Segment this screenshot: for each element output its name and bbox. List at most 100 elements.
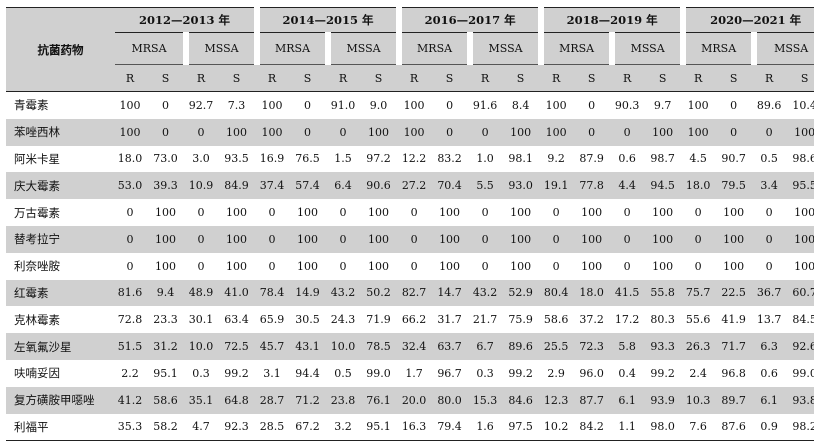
table-row: 利奈唑胺 0 100 0 100 0 100 0 100 0 100 0 100 0 100 0 100 0 100…: [6, 253, 814, 280]
value-cell: 96.8: [721, 366, 746, 380]
group-header-mrsa: MRSA: [396, 32, 471, 65]
table-row: 阿米卡星 18.0 73.0 3.0 93.5 16.9 76.5 1.5 97.2 12.2 83…: [6, 146, 814, 173]
value-cell: 0.4: [618, 366, 636, 380]
value-cell: 16.9: [259, 152, 285, 166]
drug-name: 替考拉宁: [6, 225, 115, 253]
value-cell: 100: [439, 206, 461, 220]
value-cell: 100: [784, 118, 814, 146]
value-cell: 79.4: [429, 413, 471, 442]
value-cell: 58.2: [145, 413, 186, 442]
drug-name: 复方磺胺甲噁唑: [6, 386, 115, 414]
value-cell: 27.2: [399, 172, 430, 200]
value-cell: 41.2: [115, 386, 145, 414]
value-cell: 93.8: [784, 386, 814, 414]
value-cell: 0: [268, 259, 276, 273]
value-cell: 0: [683, 225, 714, 253]
value-cell: 99.2: [224, 366, 249, 380]
subcol-header-r: R: [328, 64, 359, 92]
value-cell: 31.2: [145, 333, 186, 360]
value-cell: 99.2: [650, 366, 675, 380]
table-row: 克林霉素 72.8 23.3 30.1 63.4 65.9 30.5 24.3 71.9 66.2…: [6, 306, 814, 333]
value-cell: 9.7: [653, 98, 672, 112]
value-cell: 100: [713, 225, 755, 253]
value-cell: 72.5: [216, 333, 258, 360]
value-cell: 63.7: [429, 333, 471, 360]
subcol-header-r: R: [399, 64, 430, 92]
value-cell: 100: [581, 259, 603, 273]
value-cell: 90.3: [614, 98, 640, 112]
value-cell: 80.0: [429, 386, 471, 414]
value-cell: 84.9: [216, 172, 258, 200]
value-cell: 52.9: [500, 279, 542, 307]
subcol-header-s: S: [216, 64, 258, 92]
value-cell: 99.0: [366, 366, 391, 380]
value-cell: 0: [470, 225, 501, 253]
table-row: 万古霉素 0 100 0 100 0 100 0 100 0 100 0 100 0 100 0 100 0 100…: [6, 199, 814, 226]
value-cell: 9.0: [369, 98, 388, 112]
value-cell: 10.2: [541, 413, 572, 442]
value-cell: 2.2: [121, 366, 139, 380]
value-cell: 23.3: [153, 313, 178, 327]
value-cell: 80.4: [541, 279, 572, 307]
value-cell: 95.5: [784, 172, 814, 200]
value-cell: 91.0: [330, 98, 356, 112]
table-row: 替考拉宁 0 100 0 100 0 100 0 100 0 100 0 100 0 100 0 100 0 100…: [6, 225, 814, 253]
value-cell: 9.2: [547, 152, 565, 166]
value-cell: 82.7: [399, 279, 430, 307]
value-cell: 0: [754, 118, 785, 146]
subcol-header-r: R: [115, 64, 145, 92]
group-header-mssa: MSSA: [609, 32, 684, 65]
value-cell: 92.7: [188, 98, 214, 112]
table-row: 复方磺胺甲噁唑 41.2 58.6 35.1 64.8 28.7 71.2 23.8 76.1 2…: [6, 386, 814, 414]
value-cell: 0: [126, 259, 134, 273]
value-cell: 0: [410, 259, 418, 273]
value-cell: 79.5: [713, 172, 755, 200]
value-cell: 10.0: [186, 333, 216, 360]
value-cell: 3.4: [754, 172, 785, 200]
table-row: 青霉素 100 0 92.7 7.3 100 0 91.0 9.0 100 0 91.6 8.4 100 0…: [6, 92, 814, 119]
value-cell: 0: [257, 225, 288, 253]
value-cell: 89.7: [713, 386, 755, 414]
value-cell: 89.6: [756, 98, 782, 112]
value-cell: 84.5: [792, 313, 814, 327]
value-cell: 36.7: [754, 279, 785, 307]
group-header-mssa: MSSA: [325, 32, 400, 65]
value-cell: 0: [612, 225, 643, 253]
value-cell: 10.0: [328, 333, 359, 360]
drug-name: 克林霉素: [14, 312, 60, 327]
period-header: 2014—2015 年: [254, 7, 400, 33]
value-cell: 7.6: [683, 413, 714, 442]
value-cell: 76.5: [295, 152, 320, 166]
value-cell: 1.6: [470, 413, 501, 442]
value-cell: 0: [268, 206, 276, 220]
value-cell: 0.3: [192, 366, 210, 380]
value-cell: 100: [287, 225, 329, 253]
value-cell: 99.0: [792, 366, 814, 380]
value-cell: 30.1: [188, 313, 214, 327]
value-cell: 98.1: [508, 152, 533, 166]
value-cell: 90.6: [358, 172, 400, 200]
value-cell: 48.9: [186, 279, 216, 307]
value-cell: 3.0: [192, 152, 210, 166]
value-cell: 100: [297, 206, 319, 220]
value-cell: 58.6: [543, 313, 569, 327]
value-cell: 71.2: [287, 386, 329, 414]
value-cell: 18.0: [571, 279, 613, 307]
value-cell: 0: [713, 118, 755, 146]
table-header: 抗菌药物 2012—2013 年 2014—2015 年 2016—2017 年 201…: [6, 7, 814, 92]
value-cell: 100: [429, 225, 471, 253]
value-cell: 0: [186, 225, 216, 253]
value-cell: 0: [126, 206, 134, 220]
value-cell: 30.5: [295, 313, 320, 327]
value-cell: 0: [730, 98, 738, 112]
value-cell: 87.7: [571, 386, 613, 414]
value-cell: 0: [552, 206, 560, 220]
value-cell: 75.9: [508, 313, 533, 327]
value-cell: 100: [642, 225, 684, 253]
value-cell: 8.4: [511, 98, 530, 112]
value-cell: 0: [328, 225, 359, 253]
value-cell: 65.9: [259, 313, 285, 327]
value-cell: 89.6: [500, 333, 542, 360]
value-cell: 21.7: [472, 313, 498, 327]
value-cell: 51.5: [115, 333, 145, 360]
